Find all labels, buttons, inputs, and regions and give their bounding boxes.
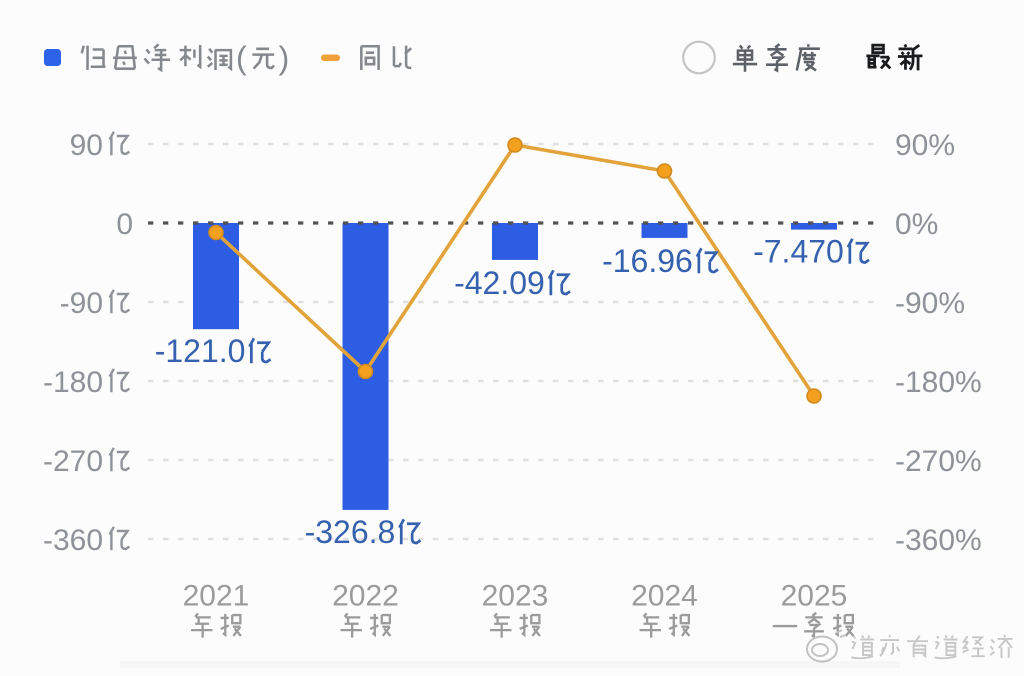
svg-text:2022: 2022 bbox=[332, 580, 399, 613]
svg-text:-16.96: -16.96 bbox=[602, 243, 693, 279]
svg-text:2023: 2023 bbox=[482, 580, 549, 613]
svg-text:0: 0 bbox=[116, 208, 133, 241]
svg-text:-360%: -360% bbox=[895, 524, 982, 557]
svg-text:-42.09: -42.09 bbox=[454, 265, 545, 301]
svg-text:-270%: -270% bbox=[895, 445, 982, 478]
svg-text:): ) bbox=[279, 40, 290, 76]
svg-text:2024: 2024 bbox=[631, 580, 698, 613]
svg-text:-360: -360 bbox=[43, 524, 103, 557]
svg-text:2021: 2021 bbox=[183, 580, 250, 613]
svg-text:-326.8: -326.8 bbox=[305, 514, 396, 550]
svg-text:-7.470: -7.470 bbox=[753, 234, 844, 270]
svg-text:-180%: -180% bbox=[895, 366, 982, 399]
svg-text:0%: 0% bbox=[895, 208, 938, 241]
svg-text:2025: 2025 bbox=[781, 580, 848, 613]
svg-text:-90: -90 bbox=[60, 287, 103, 320]
svg-text:-180: -180 bbox=[43, 366, 103, 399]
svg-text:-121.0: -121.0 bbox=[155, 333, 246, 369]
svg-text:(: ( bbox=[236, 40, 247, 76]
svg-text:-90%: -90% bbox=[895, 287, 965, 320]
svg-text:90%: 90% bbox=[895, 129, 955, 162]
svg-text:90: 90 bbox=[70, 129, 103, 162]
svg-text:-270: -270 bbox=[43, 445, 103, 478]
